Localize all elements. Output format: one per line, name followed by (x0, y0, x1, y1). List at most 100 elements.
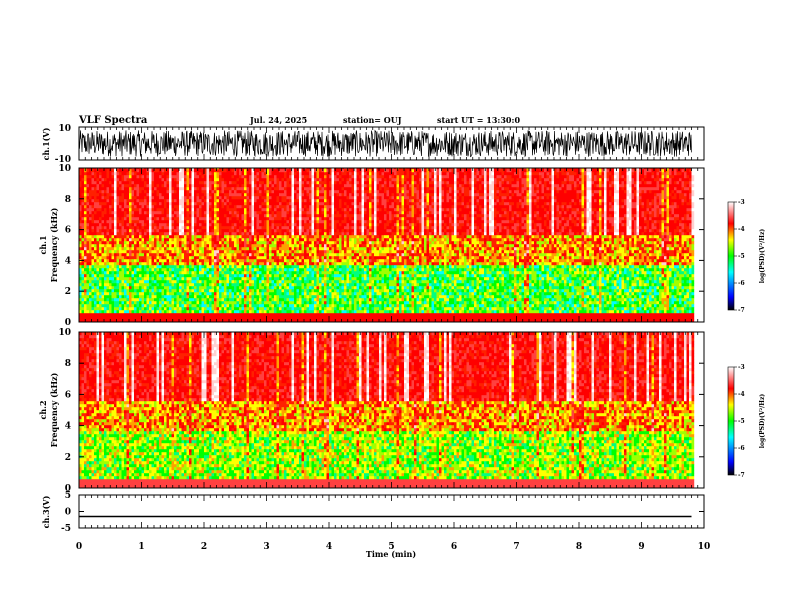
spectrogram-cell (279, 316, 282, 320)
spectrogram-cell (159, 250, 162, 254)
spectrogram-cell (206, 187, 210, 191)
spectrogram-cell (266, 292, 270, 296)
spectrogram-cell (271, 265, 275, 269)
spectrogram-cell (149, 301, 152, 305)
spectrogram-cell (111, 187, 115, 191)
spectrogram-cell (266, 304, 270, 308)
spectrogram-cell (164, 274, 167, 278)
spectrogram-cell (104, 205, 107, 209)
spectrogram-cell (169, 250, 172, 254)
spectrogram-cell (301, 292, 305, 296)
spectrogram-cell (254, 250, 257, 254)
spectrogram-cell (314, 244, 317, 248)
spectrogram-cell (291, 316, 295, 320)
spectrogram-cell (79, 211, 82, 215)
spectrogram-cell (114, 274, 117, 278)
spectrogram-cell (254, 241, 257, 245)
spectrogram-cell (254, 292, 257, 296)
spectrogram-cell (236, 280, 240, 284)
spectrogram-cell (279, 181, 282, 185)
spectrogram-cell (209, 238, 212, 242)
spectrogram-cell (126, 220, 130, 224)
spectrogram-cell (281, 169, 285, 173)
spectrogram-cell (159, 262, 162, 266)
spectrogram-cell (139, 193, 142, 197)
spectrogram-cell (226, 178, 230, 182)
spectrogram-cell (286, 175, 290, 179)
spectrogram-cell (124, 268, 127, 272)
spectrogram-cell (216, 169, 220, 173)
spectrogram-cell (114, 265, 117, 269)
spectrogram-cell (96, 292, 100, 296)
spectrogram-cell (271, 250, 275, 254)
spectrogram-cell (119, 307, 122, 311)
spectrogram-cell (181, 184, 185, 188)
spectrogram-cell (121, 247, 125, 251)
spectrogram-cell (86, 178, 90, 182)
spectrogram-cell (239, 265, 242, 269)
spectrogram-cell (241, 244, 245, 248)
spectrogram-cell (291, 196, 295, 200)
spectrogram-cell (114, 235, 117, 239)
spectrogram-cell (209, 223, 212, 227)
spectrogram-cell (276, 220, 280, 224)
spectrogram-cell (171, 205, 175, 209)
spectrogram-cell (126, 310, 130, 314)
spectrogram-cell (244, 187, 247, 191)
spectrogram-cell (271, 283, 275, 287)
spectrogram-cell (219, 283, 222, 287)
spectrogram-cell (234, 193, 237, 197)
spectrogram-cell (151, 226, 155, 230)
spectrogram-cell (229, 244, 232, 248)
spectrogram-cell (226, 313, 230, 317)
spectrogram-cell (221, 277, 225, 281)
spectrogram-cell (79, 289, 82, 293)
spectrogram-cell (306, 259, 310, 263)
spectrogram-cell (81, 211, 85, 215)
spectrogram-cell (169, 229, 172, 233)
spectrogram-cell (296, 187, 300, 191)
spectrogram-cell (151, 283, 155, 287)
spectrogram-cell (266, 175, 270, 179)
spectrogram-cell (284, 244, 287, 248)
spectrogram-cell (286, 181, 290, 185)
spectrogram-cell (164, 268, 167, 272)
spectrogram-cell (126, 307, 130, 311)
spectrogram-cell (84, 238, 87, 242)
spectrogram-cell (204, 184, 207, 188)
spectrogram-cell (164, 262, 167, 266)
spectrogram-cell (301, 253, 305, 257)
spectrogram-cell (161, 316, 165, 320)
spectrogram-cell (311, 292, 315, 296)
spectrogram-cell (104, 277, 107, 281)
spectrogram-cell (314, 259, 317, 263)
spectrogram-cell (89, 184, 92, 188)
spectrogram-cell (136, 319, 140, 322)
spectrogram-cell (209, 175, 212, 179)
spectrogram-cell (189, 232, 192, 236)
spectrogram-cell (134, 286, 137, 290)
spectrogram-cell (261, 316, 265, 320)
spectrogram-cell (229, 295, 232, 299)
spectrogram-cell (171, 310, 175, 314)
spectrogram-cell (199, 226, 202, 230)
spectrogram-cell (276, 289, 280, 293)
spectrogram-cell (106, 259, 110, 263)
spectrogram-cell (236, 168, 240, 170)
spectrogram-cell (121, 310, 125, 314)
spectrogram-cell (109, 262, 112, 266)
spectrogram-cell (81, 220, 85, 224)
spectrogram-cell (84, 217, 87, 221)
spectrogram-cell (271, 292, 275, 296)
spectrogram-cell (239, 256, 242, 260)
spectrogram-cell (169, 274, 172, 278)
spectrogram-cell (104, 259, 107, 263)
spectrogram-cell (266, 295, 270, 299)
spectrogram-cell (176, 187, 180, 191)
spectrogram-cell (96, 229, 100, 233)
spectrogram-cell (316, 199, 320, 203)
spectrogram-cell (274, 169, 277, 173)
spectrogram-cell (299, 319, 302, 322)
spectrogram-cell (161, 304, 165, 308)
spectrogram-cell (264, 244, 267, 248)
